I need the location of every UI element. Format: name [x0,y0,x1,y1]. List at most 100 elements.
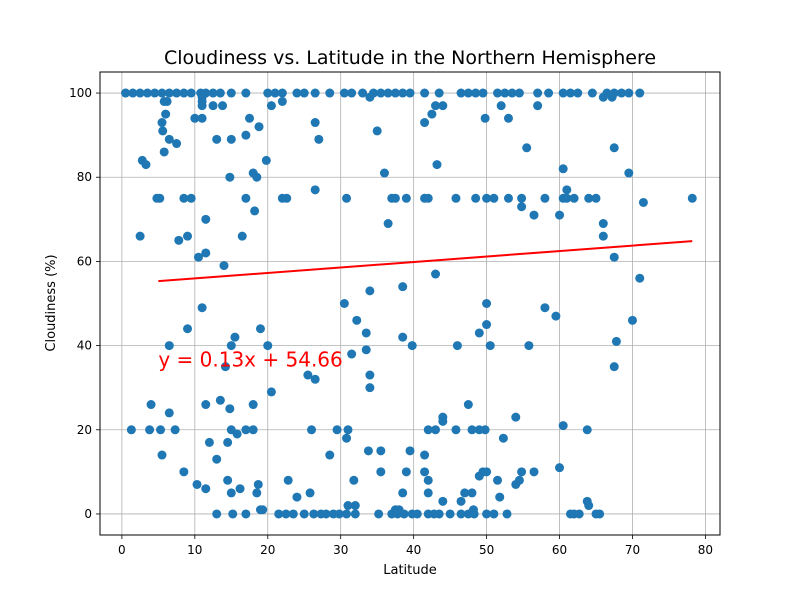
scatter-point [584,501,594,511]
scatter-points [121,88,697,519]
scatter-point [347,88,357,98]
scatter-point [390,193,400,203]
scatter-point [431,425,441,435]
x-tick-label: 40 [406,543,421,557]
scatter-point [146,400,156,410]
scatter-point [638,197,648,207]
y-axis-label: Cloudiness (%) [44,254,59,351]
scatter-point [423,475,433,485]
scatter-point [558,88,568,98]
scatter-point [398,332,408,342]
scatter-point [253,479,263,489]
scatter-point [495,492,505,502]
scatter-point [156,425,166,435]
scatter-point [263,341,273,351]
scatter-point [228,509,238,519]
scatter-point [540,193,550,203]
scatter-point [438,101,448,111]
scatter-point [342,193,352,203]
scatter-point [245,113,255,123]
scatter-point [155,193,165,203]
scatter-point [584,193,594,203]
scatter-point [282,193,292,203]
scatter-point [230,332,240,342]
scatter-point [183,324,193,334]
scatter-point [451,193,461,203]
scatter-point [587,88,597,98]
scatter-point [365,92,375,102]
scatter-point [438,496,448,506]
scatter-point [349,475,359,485]
x-tick-label: 60 [552,543,567,557]
scatter-point [201,484,211,494]
scatter-point [274,509,284,519]
scatter-point [255,324,265,334]
scatter-point [471,88,481,98]
scatter-point [220,362,230,372]
scatter-point [423,488,433,498]
scatter-point [489,193,499,203]
scatter-point [609,362,619,372]
scatter-point [609,252,619,262]
scatter-point [248,425,258,435]
scatter-point [393,509,403,519]
y-tick-label: 20 [77,423,92,437]
scatter-point [555,463,565,473]
scatter-point [226,341,236,351]
scatter-point [489,509,499,519]
scatter-point [172,88,182,98]
scatter-point [598,231,608,241]
scatter-point [204,437,214,447]
scatter-point [179,193,189,203]
scatter-point [174,235,184,245]
scatter-point [405,446,415,456]
x-axis-label: Latitude [383,563,437,578]
scatter-point [383,88,393,98]
scatter-point [219,261,229,271]
scatter-point [376,467,386,477]
scatter-point [452,341,462,351]
chart-title: Cloudiness vs. Latitude in the Northern … [164,47,656,69]
scatter-point [383,219,393,229]
scatter-point [179,467,189,477]
scatter-point [624,88,634,98]
scatter-point [493,88,503,98]
scatter-point [310,185,320,195]
scatter-point [635,273,645,283]
scatter-point [186,88,196,98]
scatter-point [347,349,357,359]
scatter-point [232,429,242,439]
scatter-point [412,509,422,519]
scatter-point [201,248,211,258]
scatter-point [431,101,441,111]
scatter-point [325,88,335,98]
scatter-point [145,425,155,435]
scatter-point [307,425,317,435]
scatter-point [170,425,180,435]
scatter-point [624,168,634,178]
scatter-point [529,210,539,220]
scatter-point [562,193,572,203]
scatter-point [617,88,627,98]
scatter-point [374,509,384,519]
x-tick-label: 30 [333,543,348,557]
scatter-point [540,303,550,313]
regression-equation: y = 0.13x + 54.66 [158,348,342,372]
scatter-point [517,193,527,203]
scatter-point [376,88,386,98]
scatter-point [314,134,324,144]
scatter-point [358,88,368,98]
scatter-point [474,471,484,481]
scatter-point [478,88,488,98]
x-tick-label: 50 [479,543,494,557]
scatter-point [292,492,302,502]
scatter-point [469,509,479,519]
scatter-point [482,467,492,477]
scatter-point [215,395,225,405]
scatter-point [365,383,375,393]
scatter-point [485,341,495,351]
x-axis-ticks: 0 10 20 30 40 50 60 70 80 [118,535,713,557]
scatter-point [164,341,174,351]
scatter-point [562,185,572,195]
